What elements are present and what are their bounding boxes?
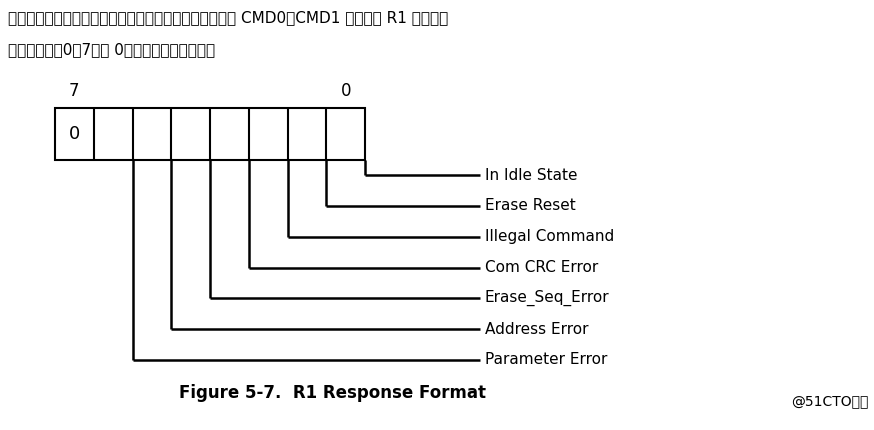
Text: Com CRC Error: Com CRC Error xyxy=(485,260,598,275)
Text: Parameter Error: Parameter Error xyxy=(485,353,607,368)
Text: 7: 7 xyxy=(69,82,80,100)
Bar xyxy=(55,108,365,160)
Text: 0: 0 xyxy=(340,82,350,100)
Text: Illegal Command: Illegal Command xyxy=(485,229,614,244)
Text: 一个字节长，0，7位是 0，其它位表示错误码。: 一个字节长，0，7位是 0，其它位表示错误码。 xyxy=(8,42,215,57)
Text: 0: 0 xyxy=(69,125,80,143)
Text: Figure 5-7.  R1 Response Format: Figure 5-7. R1 Response Format xyxy=(178,384,486,402)
Text: 有些命令发送出去后会有返回值，表示的是错误码。比如 CMD0，CMD1 返回值是 R1 格式的。: 有些命令发送出去后会有返回值，表示的是错误码。比如 CMD0，CMD1 返回值是… xyxy=(8,10,448,25)
Text: Erase_Seq_Error: Erase_Seq_Error xyxy=(485,290,610,307)
Text: In Idle State: In Idle State xyxy=(485,168,578,182)
Text: Erase Reset: Erase Reset xyxy=(485,198,576,213)
Text: Address Error: Address Error xyxy=(485,322,588,337)
Text: @51CTO博客: @51CTO博客 xyxy=(791,394,868,408)
